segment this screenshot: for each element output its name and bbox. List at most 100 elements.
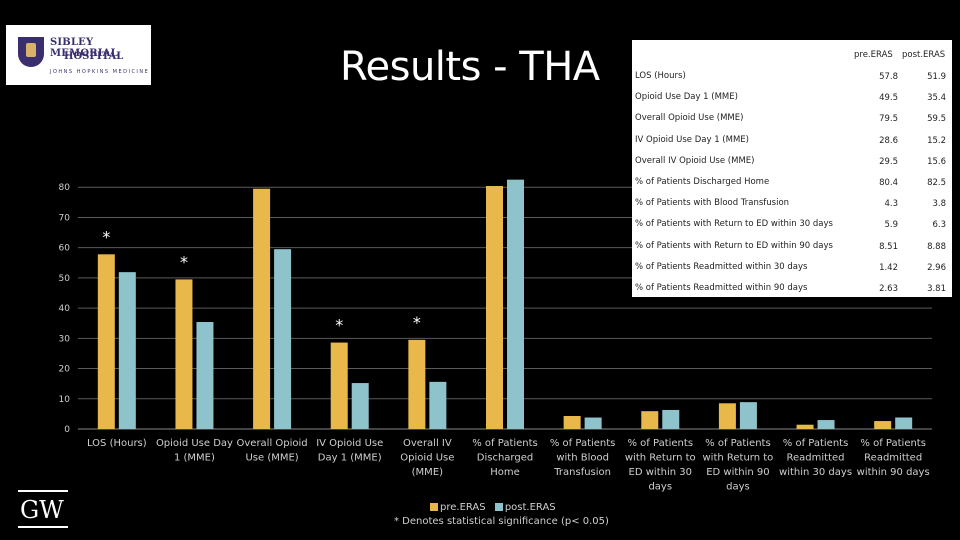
significance-asterisk: * — [180, 252, 188, 271]
logo-line3: JOHNS HOPKINS MEDICINE — [50, 69, 150, 75]
table-row: % of Patients Readmitted within 30 days 1… — [635, 262, 950, 282]
legend-item-post: post.ERAS — [494, 502, 556, 513]
bar-post — [118, 272, 136, 429]
bar-post — [584, 417, 602, 429]
table-row-post: 51.9 — [927, 72, 946, 82]
table-row: LOS (Hours) 57.8 51.9 — [635, 71, 950, 91]
table-row-label: IV Opioid Use Day 1 (MME) — [635, 134, 749, 145]
y-tick-label: 50 — [59, 274, 71, 284]
gw-logo: GW — [18, 490, 68, 530]
x-tick-label: IV Opioid Use Day 1 (MME) — [316, 438, 383, 464]
table-row-post: 35.4 — [927, 93, 946, 104]
table-row-post: 3.81 — [927, 284, 946, 294]
table-row-post: 15.6 — [927, 156, 946, 167]
table-row-label: % of Patients Readmitted within 30 days — [635, 261, 808, 272]
x-tick-label: Overall IV Opioid Use (MME) — [400, 438, 454, 478]
y-tick-label: 0 — [64, 425, 70, 435]
significance-asterisk: * — [335, 316, 343, 335]
gw-logo-top-rule — [18, 490, 68, 492]
bar-pre — [408, 339, 426, 429]
x-tick-label: Overall Opioid Use (MME) — [237, 438, 308, 464]
table-row-pre: 80.4 — [879, 178, 898, 188]
slide-title: Results - THA — [340, 44, 600, 90]
x-tick-label: % of Patients with Return to ED within 30 d… — [625, 438, 696, 493]
table-row-post: 8.88 — [927, 241, 946, 252]
results-table: pre.ERAS post.ERAS LOS (Hours) 57.8 51.9 Op… — [632, 40, 952, 297]
y-tick-label: 80 — [59, 183, 71, 193]
legend-label-pre: pre.ERAS — [440, 502, 486, 513]
bar-post — [662, 409, 680, 429]
x-tick-label: Opioid Use Day 1 (MME) — [156, 438, 233, 464]
bar-post — [351, 383, 369, 429]
table-row-label: Opioid Use Day 1 (MME) — [635, 92, 738, 103]
y-tick-label: 60 — [59, 244, 71, 254]
bar-post — [739, 402, 757, 429]
bar-post — [507, 179, 524, 429]
bar-pre — [175, 279, 193, 429]
table-row-post: 3.8 — [932, 199, 946, 210]
table-row-pre: 4.3 — [884, 199, 898, 210]
table-row-label: % of Patients with Return to ED within 9… — [635, 240, 833, 251]
x-tick-label: % of Patients Readmitted within 90 days — [857, 438, 930, 478]
table-row-pre: 79.5 — [879, 114, 898, 125]
table-row-label: % of Patients Discharged Home — [635, 177, 770, 187]
y-tick-label: 70 — [59, 213, 71, 223]
bar-post — [429, 381, 447, 429]
y-tick-label: 30 — [59, 334, 71, 344]
table-row-pre: 2.63 — [879, 284, 898, 294]
table-row-post: 2.96 — [927, 262, 946, 273]
bar-pre — [718, 403, 736, 429]
table-row: % of Patients Discharged Home 80.4 82.5 — [635, 177, 950, 197]
table-row: % of Patients with Return to ED within 9… — [635, 241, 950, 261]
table-row: Opioid Use Day 1 (MME) 49.5 35.4 — [635, 92, 950, 112]
legend-label-post: post.ERAS — [504, 502, 556, 513]
table-row-pre: 57.8 — [879, 72, 898, 82]
table-row-pre: 49.5 — [879, 93, 898, 104]
table-row: % of Patients with Blood Transfusion 4.3 3… — [635, 198, 950, 218]
x-tick-label: LOS (Hours) — [87, 438, 147, 449]
bar-pre — [486, 186, 503, 429]
bar-pre — [641, 411, 659, 429]
table-row: Overall Opioid Use (MME) 79.5 59.5 — [635, 113, 950, 133]
significance-asterisk: * — [102, 227, 110, 246]
table-header-pre: pre.ERAS — [854, 50, 893, 60]
table-row-pre: 8.51 — [879, 241, 898, 252]
significance-asterisk: * — [413, 313, 421, 332]
x-tick-label: % of Patients with Blood Transfusion — [550, 438, 616, 478]
bar-pre — [253, 188, 271, 429]
gw-logo-bottom-rule — [18, 526, 68, 528]
table-row-pre: 5.9 — [884, 220, 898, 231]
table-row: % of Patients with Return to ED within 3… — [635, 219, 950, 239]
table-row: Overall IV Opioid Use (MME) 29.5 15.6 — [635, 156, 950, 176]
logo-line2: HOSPITAL — [64, 51, 124, 62]
table-row: % of Patients Readmitted within 90 days 2… — [635, 283, 950, 303]
bar-pre — [330, 342, 348, 429]
legend-item-pre: pre.ERAS — [430, 502, 486, 513]
legend-swatch-post — [494, 503, 503, 511]
table-row-label: Overall IV Opioid Use (MME) — [635, 155, 755, 166]
table-row-label: % of Patients with Return to ED within 3… — [635, 219, 833, 230]
table-row-label: % of Patients Readmitted within 90 days — [635, 283, 808, 293]
table-row-post: 82.5 — [927, 178, 946, 188]
table-row-label: % of Patients with Blood Transfusion — [635, 198, 790, 209]
bar-pre — [874, 421, 892, 429]
y-tick-label: 10 — [59, 395, 71, 405]
y-tick-label: 40 — [59, 304, 71, 314]
x-tick-label: % of Patients Discharged Home — [472, 438, 538, 478]
bar-pre — [563, 416, 581, 429]
table-row: IV Opioid Use Day 1 (MME) 28.6 15.2 — [635, 135, 950, 155]
bar-post — [274, 249, 292, 429]
chart-legend: pre.ERAS post.ERAS — [430, 502, 562, 513]
x-tick-label: % of Patients with Return to ED within 90 d… — [703, 438, 774, 493]
table-row-post: 59.5 — [927, 114, 946, 125]
table-row-pre: 1.42 — [879, 262, 898, 273]
legend-swatch-pre — [430, 503, 438, 511]
table-row-post: 15.2 — [927, 135, 946, 146]
significance-note: * Denotes statistical significance (p< 0… — [394, 516, 609, 527]
table-row-pre: 29.5 — [879, 156, 898, 167]
bar-post — [196, 322, 214, 429]
bar-post — [817, 420, 835, 429]
table-header-post: post.ERAS — [902, 50, 946, 60]
sibley-logo: SIBLEY MEMORIAL HOSPITAL JOHNS HOPKINS M… — [6, 25, 151, 85]
